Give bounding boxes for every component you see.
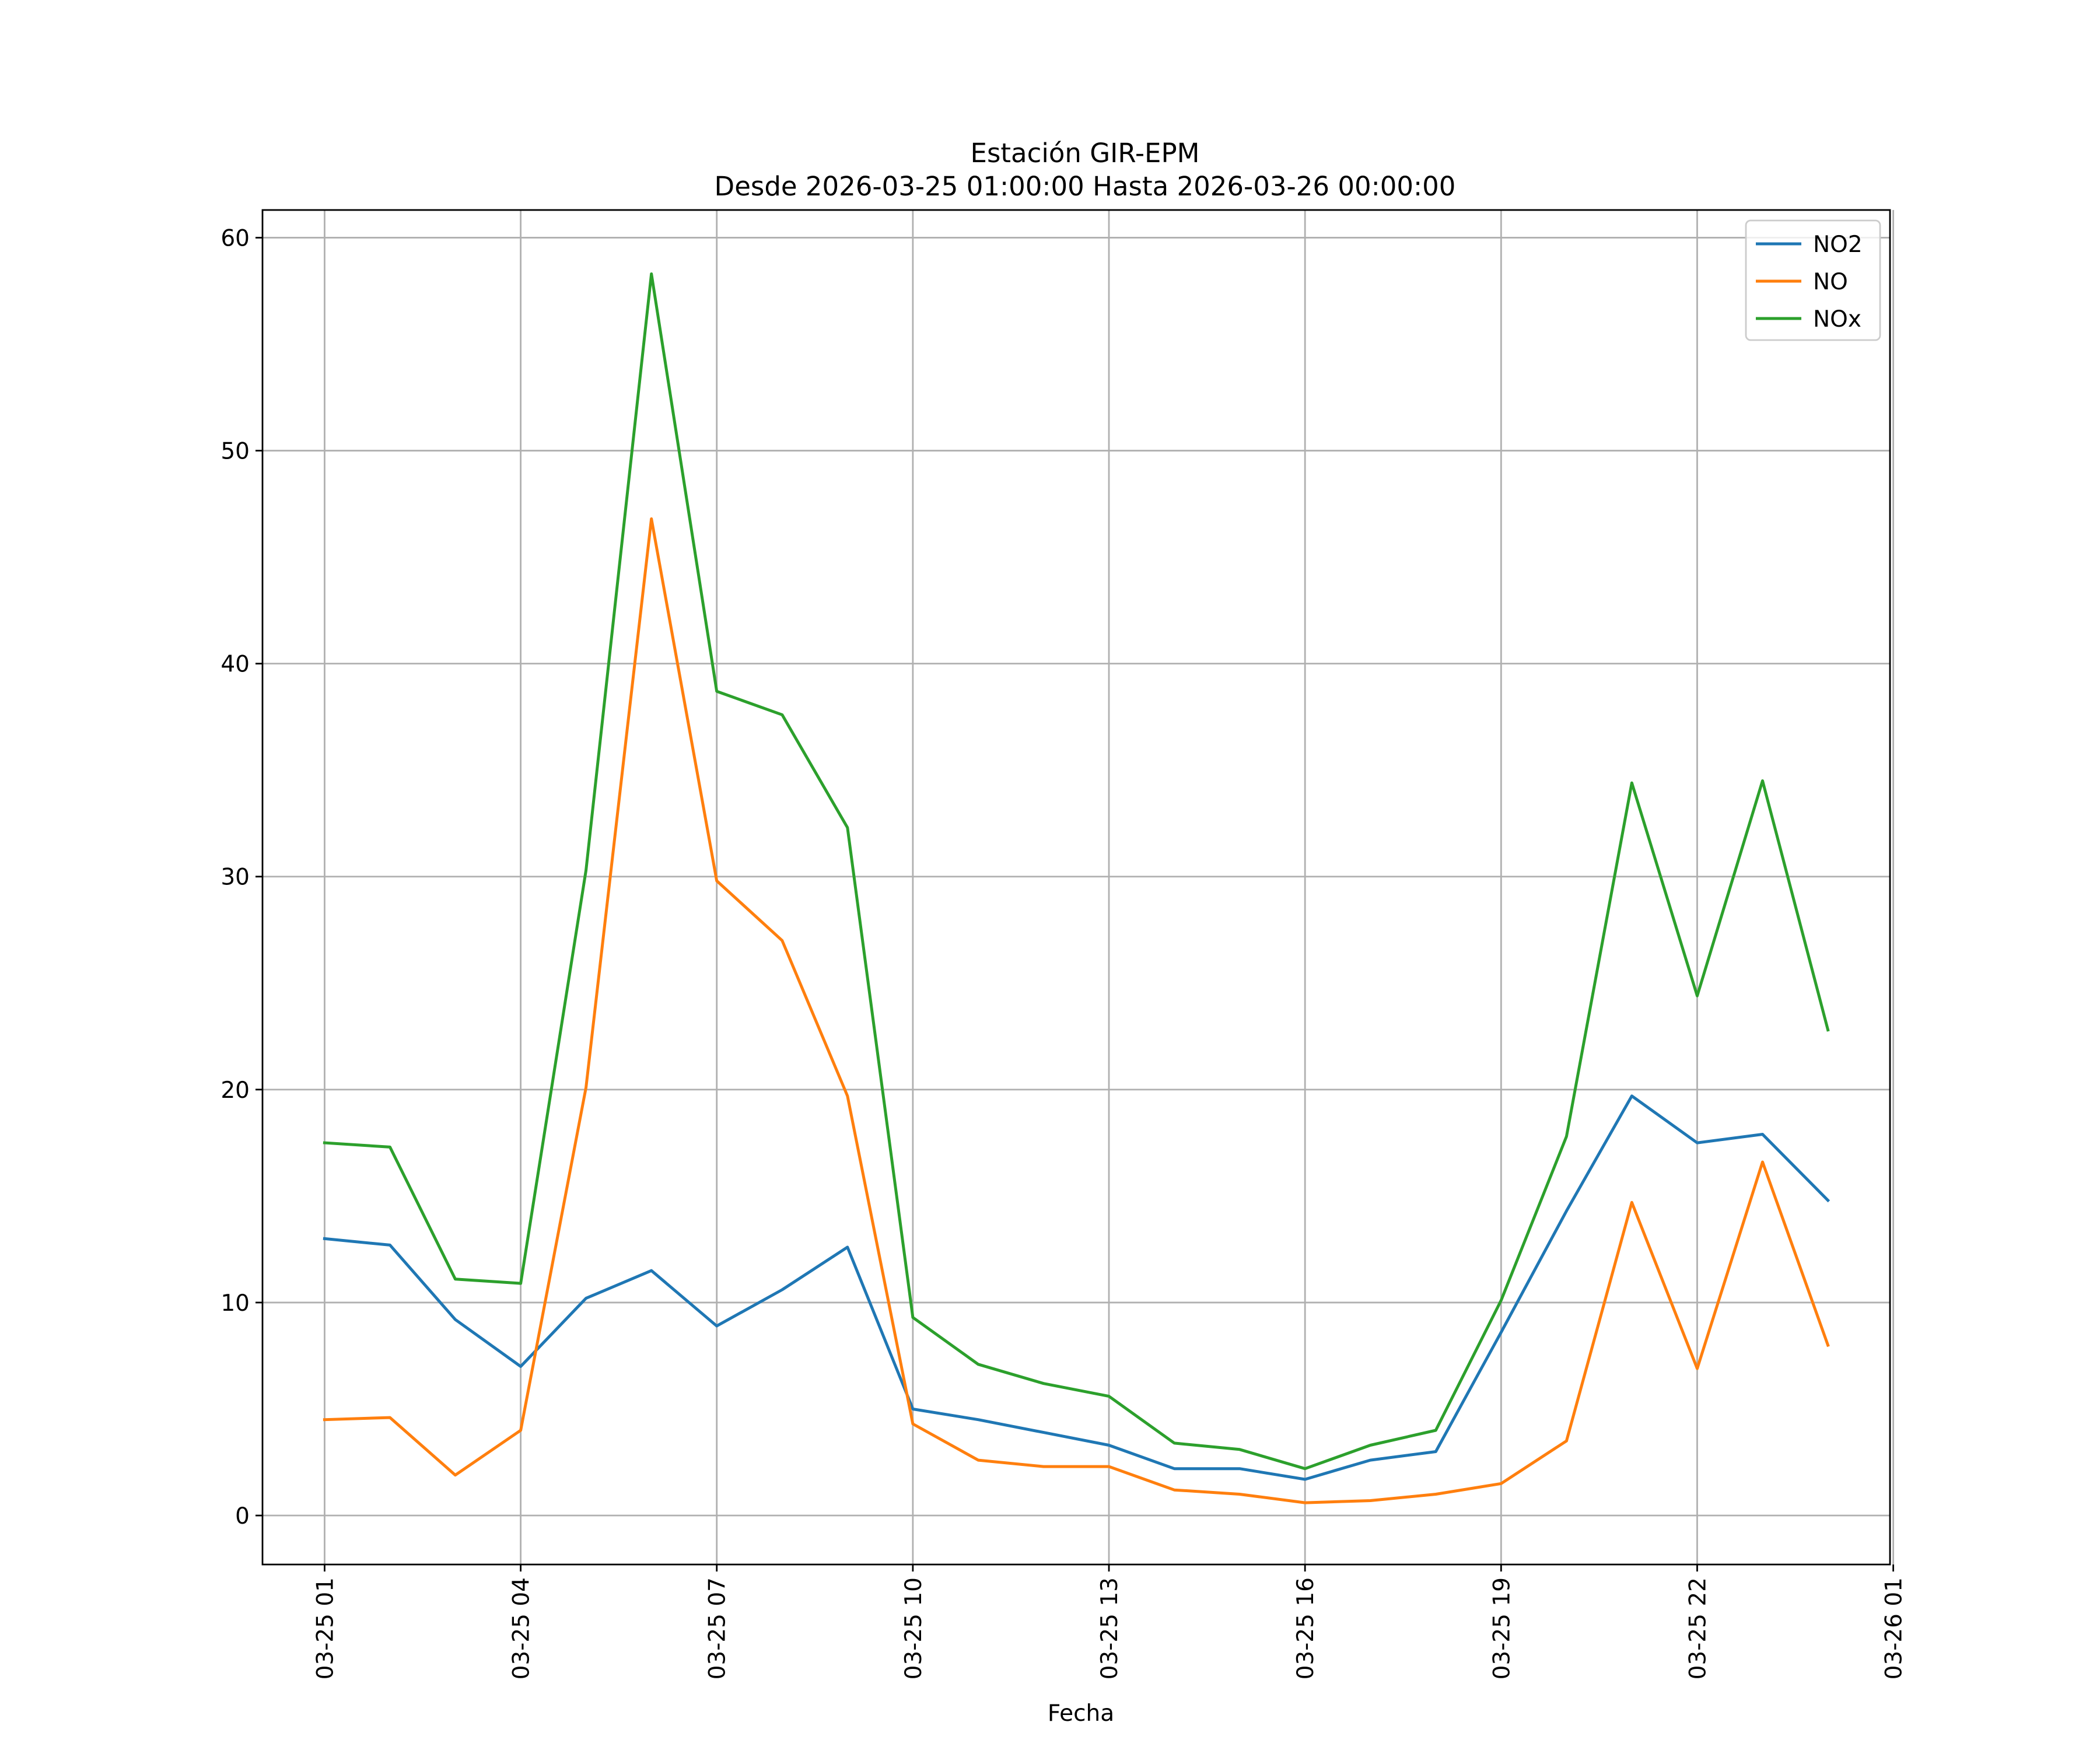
legend-box xyxy=(1745,219,1881,341)
legend-label-no: NO xyxy=(1813,269,1848,295)
x-tick-label: 03-25 16 xyxy=(1293,1577,1319,1679)
x-tick-label: 03-25 10 xyxy=(901,1577,927,1679)
legend-label-nox: NOx xyxy=(1813,306,1861,332)
x-tick-label: 03-25 07 xyxy=(705,1577,731,1679)
y-tick-label: 30 xyxy=(220,864,250,891)
y-tick-label: 40 xyxy=(220,652,250,678)
x-tick-label: 03-26 01 xyxy=(1881,1577,1908,1679)
x-tick-label: 03-25 22 xyxy=(1685,1577,1711,1679)
x-axis-label: Fecha xyxy=(1048,1700,1114,1727)
y-tick-label: 10 xyxy=(220,1290,250,1317)
series-lines xyxy=(323,272,1831,1504)
x-axis: 03-25 01 03-25 04 03-25 07 03-25 10 03-25 13… xyxy=(312,1564,1908,1679)
series-line-nox xyxy=(323,272,1830,1471)
y-tick-label: 60 xyxy=(220,225,250,251)
y-tick-label: 50 xyxy=(220,439,250,465)
plot-frame xyxy=(261,209,1891,1566)
y-tick-label: 20 xyxy=(220,1077,250,1104)
chart-subtitle: Desde 2026-03-25 01:00:00 Hasta 2026-03-… xyxy=(715,171,1456,202)
x-tick-label: 03-25 01 xyxy=(312,1577,338,1679)
x-tick-label: 03-25 04 xyxy=(509,1577,535,1679)
grid xyxy=(262,210,1895,1564)
series-line-no xyxy=(323,517,1830,1504)
legend: NO2 NO NOx xyxy=(1745,219,1881,341)
x-tick-label: 03-25 19 xyxy=(1489,1577,1515,1679)
y-axis: 0 10 20 30 40 50 60 xyxy=(220,225,262,1530)
y-tick-label: 0 xyxy=(235,1503,250,1530)
legend-label-no2: NO2 xyxy=(1813,232,1863,258)
series-line-no2 xyxy=(323,1094,1831,1481)
x-tick-label: 03-25 13 xyxy=(1097,1577,1123,1679)
chart-title: Estación GIR-EPM xyxy=(971,138,1200,169)
